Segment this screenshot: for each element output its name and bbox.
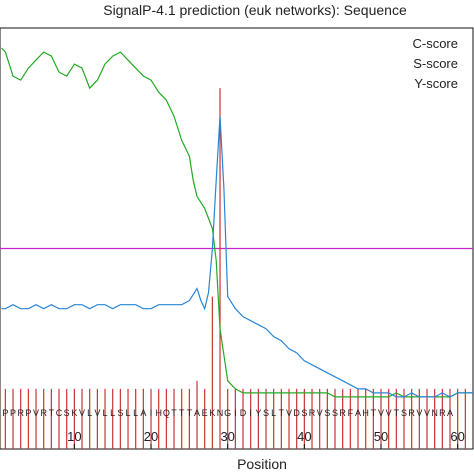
sequence-residue: P <box>25 408 31 418</box>
sequence-residue: L <box>87 408 92 418</box>
x-axis-label: Position <box>237 456 287 472</box>
sequence-residue: V <box>33 408 39 418</box>
sequence-residue: Q <box>163 408 170 418</box>
x-tick-label: 20 <box>144 429 158 444</box>
sequence-residue: R <box>339 408 346 418</box>
sequence-residue: R <box>17 408 24 418</box>
sequence-residue: D <box>240 408 247 418</box>
sequence-residue: G <box>224 408 231 418</box>
sequence-residue: R <box>439 408 446 418</box>
sequence-residue: R <box>408 408 415 418</box>
sequence-residue: V <box>317 408 323 418</box>
x-tick-label: 10 <box>67 429 81 444</box>
y-score-line <box>1 116 473 398</box>
sequence-residue: V <box>424 408 430 418</box>
sequence-residue: P <box>2 408 8 418</box>
score-lines <box>1 47 473 398</box>
x-tick-label: 60 <box>450 429 464 444</box>
sequence-residue: T <box>371 408 377 418</box>
sequence-residue: E <box>202 408 208 418</box>
sequence-residue: F <box>348 408 354 418</box>
sequence-residue: S <box>301 408 307 418</box>
sequence-residue: K <box>209 408 215 418</box>
sequence-residue: S <box>324 408 330 418</box>
sequence-residue: N <box>431 408 438 418</box>
sequence-residue: A <box>140 408 146 418</box>
x-tick-label: 30 <box>220 429 234 444</box>
sequence-residue: V <box>286 408 292 418</box>
legend-entry-y-score: Y-score <box>414 76 458 91</box>
sequence-residue: T <box>279 408 285 418</box>
sequence-residue: R <box>309 408 316 418</box>
sequence-residue: Y <box>255 408 261 418</box>
sequence-residue: I <box>234 408 237 418</box>
sequence-residue: T <box>171 408 177 418</box>
sequence-residue: L <box>133 408 138 418</box>
sequence-residue: D <box>293 408 300 418</box>
sequence-residue: V <box>94 408 100 418</box>
x-tick-label: 40 <box>297 429 311 444</box>
sequence-residue: V <box>416 408 422 418</box>
sequence-residue: A <box>447 408 453 418</box>
sequence-residue: T <box>179 408 185 418</box>
sequence-residue: T <box>187 408 193 418</box>
sequence-residue: R <box>40 408 47 418</box>
s-score-line <box>1 47 473 398</box>
sequence-residue: V <box>378 408 384 418</box>
sequence-residue: N <box>217 408 224 418</box>
x-tick-label: 50 <box>374 429 388 444</box>
legend-entry-s-score: S-score <box>413 56 458 71</box>
sequence-residue: S <box>117 408 123 418</box>
plot-area <box>0 27 474 450</box>
sequence-residue: P <box>10 408 16 418</box>
sequence-residue: I <box>150 408 153 418</box>
sequence-residue: V <box>79 408 85 418</box>
sequence-residue: T <box>394 408 400 418</box>
sequence-residue: K <box>71 408 77 418</box>
sequence-residue: L <box>126 408 131 418</box>
c-score-bars <box>4 88 466 449</box>
sequence-residue: H <box>362 408 369 418</box>
legend-entry-c-score: C-score <box>412 36 458 51</box>
chart-title: SignalP-4.1 prediction (euk networks): S… <box>103 2 407 18</box>
sequence-residue: A <box>194 408 200 418</box>
plot-frame <box>0 27 474 450</box>
x-axis-ticks: 10 20 30 40 50 60 <box>67 429 465 449</box>
sequence-residue: S <box>401 408 407 418</box>
sequence-residue: L <box>110 408 115 418</box>
sequence-residue: I <box>249 408 252 418</box>
sequence-residue: A <box>355 408 361 418</box>
sequence-residue: S <box>64 408 70 418</box>
sequence-residue: S <box>263 408 269 418</box>
sequence-residue: L <box>271 408 276 418</box>
sequence-residue: H <box>155 408 162 418</box>
legend: C-score S-score Y-score <box>412 36 458 91</box>
sequence-residue: T <box>49 408 55 418</box>
sequence-residue: C <box>56 408 63 418</box>
sequence-residue: S <box>332 408 338 418</box>
sequence-residue: V <box>386 408 392 418</box>
sequence-residue: L <box>103 408 108 418</box>
